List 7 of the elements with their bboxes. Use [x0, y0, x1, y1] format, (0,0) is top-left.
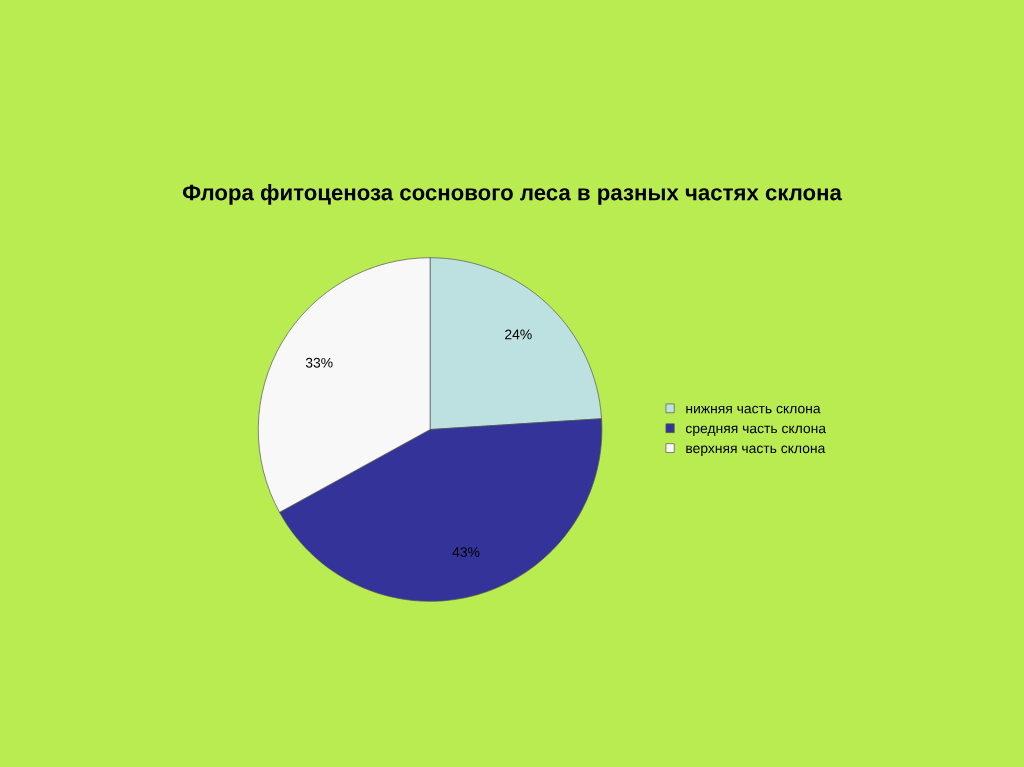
data-label: 24%	[505, 329, 532, 340]
legend-label: средняя часть склона	[685, 425, 827, 436]
data-label: 33%	[305, 357, 333, 368]
legend-label: нижняя часть склона	[686, 405, 821, 414]
chart-title: Флора фитоценоза соснового леса в разных частях склона	[182, 184, 843, 205]
legend-label: верхняя часть склона	[686, 445, 826, 456]
data-label: 43%	[452, 547, 480, 557]
